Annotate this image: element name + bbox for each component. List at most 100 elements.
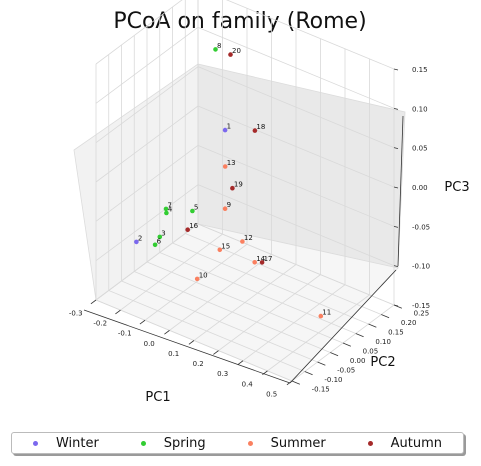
point-label: 16 bbox=[189, 222, 198, 230]
z-tick-label: -0.10 bbox=[412, 263, 430, 271]
point-label: 5 bbox=[194, 204, 198, 212]
y-grid-line-floor bbox=[146, 261, 344, 344]
y-tick-mark bbox=[381, 314, 390, 319]
x-tick-mark bbox=[90, 299, 97, 305]
x-tick-label: 0.0 bbox=[144, 340, 155, 348]
y-grid-line-floor bbox=[108, 290, 305, 372]
z-tick-mark bbox=[393, 107, 399, 110]
data-point bbox=[222, 127, 228, 133]
data-point bbox=[259, 260, 265, 265]
z-tick-label: 0.00 bbox=[412, 184, 428, 192]
y-tick-mark bbox=[330, 352, 339, 357]
point-label: 13 bbox=[227, 159, 236, 167]
point-label: 17 bbox=[264, 255, 273, 263]
y-tick-mark bbox=[304, 371, 313, 376]
point-label: 9 bbox=[227, 201, 231, 209]
z-tick-mark bbox=[393, 147, 399, 150]
x-tick-mark bbox=[286, 380, 293, 386]
data-point bbox=[217, 247, 223, 253]
point-label: 15 bbox=[221, 242, 230, 250]
y-tick-label: 0.20 bbox=[401, 319, 417, 327]
z-grid-line-back bbox=[197, 223, 395, 306]
x-tick-label: 0.1 bbox=[168, 350, 179, 358]
x-tick-mark bbox=[164, 330, 170, 335]
legend-label-spring: Spring bbox=[163, 435, 206, 451]
legend-swatch-summer bbox=[247, 440, 253, 446]
data-point bbox=[164, 210, 169, 216]
data-point bbox=[252, 260, 257, 265]
z-tick-mark bbox=[393, 186, 399, 189]
y-grid-line-floor bbox=[159, 252, 356, 334]
z-axis-line bbox=[397, 115, 404, 267]
z-grid-line-side bbox=[95, 27, 199, 104]
point-label: 4 bbox=[168, 206, 173, 214]
point-label: 2 bbox=[138, 234, 142, 242]
data-point bbox=[222, 206, 228, 211]
z-tick-label: -0.15 bbox=[412, 302, 430, 310]
point-label: 6 bbox=[157, 237, 162, 245]
data-point bbox=[190, 208, 195, 214]
z-grid-line-back bbox=[197, 66, 395, 149]
legend: Winter Spring Summer Autumn bbox=[11, 432, 464, 454]
point-label: 19 bbox=[234, 181, 243, 189]
legend-item-spring: Spring bbox=[140, 435, 206, 451]
x-tick-label: 0.4 bbox=[242, 380, 254, 388]
z-grid-line-side bbox=[95, 184, 199, 261]
axis-ticks: -0.3-0.2-0.10.00.10.20.30.40.5-0.15-0.10… bbox=[69, 66, 430, 398]
z-grid-line-back bbox=[197, 105, 395, 188]
z-tick-mark bbox=[393, 68, 399, 71]
point-label: 3 bbox=[161, 229, 165, 237]
x-axis-label: PC1 bbox=[145, 390, 170, 405]
legend-swatch-autumn bbox=[367, 440, 373, 446]
chart-title: PCoA on family (Rome) bbox=[113, 9, 366, 34]
y-tick-mark bbox=[291, 380, 300, 385]
z-grid-line-back bbox=[225, 0, 395, 70]
legend-item-winter: Winter bbox=[32, 435, 99, 451]
y-tick-mark bbox=[368, 323, 377, 328]
data-point bbox=[157, 234, 163, 240]
data-point bbox=[228, 52, 233, 57]
y-tick-label: -0.10 bbox=[324, 376, 342, 384]
z-grid-line-side bbox=[95, 0, 183, 65]
x-tick-mark bbox=[139, 319, 146, 325]
data-point bbox=[318, 313, 324, 319]
point-label: 10 bbox=[199, 271, 208, 279]
x-tick-label: -0.2 bbox=[93, 320, 107, 328]
point-label: 18 bbox=[256, 123, 265, 131]
data-point bbox=[134, 239, 139, 245]
z-grid-line-back bbox=[197, 184, 395, 267]
z-grid-line-side bbox=[95, 66, 199, 143]
point-label: 7 bbox=[168, 201, 172, 209]
x-tick-mark bbox=[115, 309, 121, 315]
legend-label-summer: Summer bbox=[270, 435, 326, 451]
point-label: 8 bbox=[217, 42, 221, 50]
legend-label-autumn: Autumn bbox=[390, 435, 443, 451]
y-tick-label: 0.15 bbox=[388, 328, 404, 336]
y-tick-label: -0.15 bbox=[312, 385, 330, 393]
data-point bbox=[252, 128, 258, 133]
x-tick-mark bbox=[213, 350, 219, 355]
x-tick-mark bbox=[262, 370, 268, 375]
z-grid-line-back bbox=[197, 26, 395, 109]
point-label: 14 bbox=[256, 255, 265, 263]
z-tick-label: -0.05 bbox=[412, 223, 430, 231]
legend-item-autumn: Autumn bbox=[367, 435, 443, 451]
y-tick-mark bbox=[317, 361, 326, 366]
x-tick-label: 0.3 bbox=[217, 370, 228, 378]
y-tick-mark bbox=[342, 342, 351, 347]
data-point bbox=[185, 227, 190, 232]
point-label: 12 bbox=[244, 234, 253, 242]
data-point bbox=[230, 185, 235, 191]
x-tick-mark bbox=[237, 360, 244, 365]
legend-swatch-winter bbox=[32, 440, 38, 446]
z-grid-line-side bbox=[95, 145, 199, 222]
y-tick-label: 0.25 bbox=[414, 309, 430, 317]
y-tick-mark bbox=[355, 333, 364, 338]
data-point bbox=[152, 242, 158, 248]
y-grid-line-floor bbox=[121, 280, 318, 363]
data-point bbox=[194, 276, 200, 282]
legend-label-winter: Winter bbox=[55, 435, 99, 451]
data-point bbox=[163, 206, 169, 212]
